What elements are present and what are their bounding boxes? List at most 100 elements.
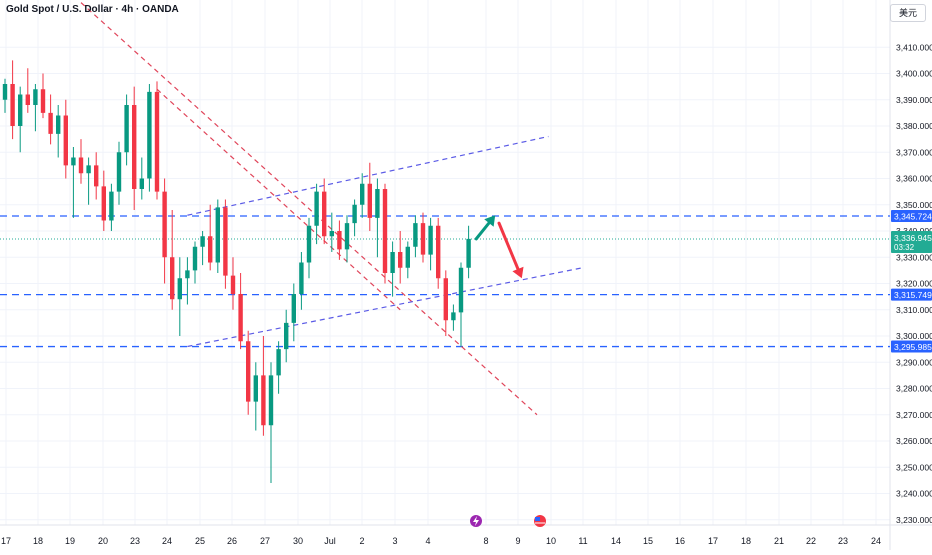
level-price-label: 3,315.749 (894, 290, 932, 300)
candle-body (124, 105, 129, 153)
y-tick-label: 3,380.000 (896, 121, 932, 131)
candle-body (78, 157, 84, 174)
candle-body (306, 225, 312, 263)
x-tick-label: 3 (392, 536, 397, 546)
candle-body (154, 91, 160, 192)
candle-body (360, 183, 365, 205)
candle-body (192, 246, 198, 271)
candle-body (223, 207, 228, 276)
y-tick-label: 3,270.000 (896, 410, 932, 420)
candle-body (329, 231, 334, 237)
countdown-label: 03:32 (894, 243, 915, 252)
candle-body (284, 322, 289, 350)
y-tick-label: 3,310.000 (896, 305, 932, 315)
candle-body (382, 189, 388, 273)
x-tick-label: 16 (675, 536, 685, 546)
candle-body (230, 275, 236, 294)
candle-body (56, 115, 61, 134)
candle-body (428, 225, 433, 255)
candle-body (390, 252, 395, 273)
level-price-label: 3,295.985 (894, 342, 932, 352)
x-tick-label: 4 (425, 536, 430, 546)
candle-body (185, 270, 190, 279)
x-tick-label: 24 (871, 536, 881, 546)
x-tick-label: Jul (324, 536, 336, 546)
x-tick-label: 14 (611, 536, 621, 546)
candle-body (322, 191, 327, 237)
candle-body (139, 178, 144, 189)
y-tick-label: 3,400.000 (896, 69, 932, 79)
arrow-shaft (474, 221, 491, 241)
y-tick-label: 3,300.000 (896, 331, 932, 341)
candle-body (420, 223, 426, 255)
candle-body (413, 223, 418, 247)
y-tick-label: 3,360.000 (896, 174, 932, 184)
x-tick-label: 27 (260, 536, 270, 546)
candle-body (238, 294, 243, 342)
y-tick-label: 3,240.000 (896, 489, 932, 499)
candle-body (63, 115, 68, 166)
level-price-tag (891, 288, 932, 301)
currency-button[interactable]: 美元 (890, 4, 926, 22)
candle-body (177, 278, 182, 300)
candle-body (405, 246, 410, 268)
candle-body (352, 204, 357, 224)
current-price-tag (891, 231, 932, 254)
y-tick-label: 3,290.000 (896, 357, 932, 367)
candle-body (344, 223, 350, 250)
level-price-tag (891, 209, 932, 222)
candle-body (109, 191, 114, 221)
candle-body (215, 207, 220, 263)
candle-body (86, 165, 91, 174)
arrow-up-head (484, 215, 496, 227)
candle-body (367, 183, 372, 218)
x-tick-label: 9 (515, 536, 520, 546)
candle-body (25, 94, 30, 105)
y-tick-label: 3,350.000 (896, 200, 932, 210)
candle-body (71, 157, 76, 166)
lightning-icon (473, 516, 479, 526)
candle-body (253, 375, 258, 402)
y-tick-label: 3,230.000 (896, 515, 932, 525)
y-tick-label: 3,370.000 (896, 147, 932, 157)
candle-body (246, 341, 251, 402)
candle-body (170, 257, 175, 300)
x-tick-label: 21 (774, 536, 784, 546)
candle-body (299, 262, 304, 294)
candle-body (40, 89, 46, 113)
symbol-title: Gold Spot / U.S. Dollar · 4h · OANDA (6, 4, 179, 15)
channel-line (187, 135, 549, 216)
candle-body (337, 231, 342, 250)
candle-body (466, 238, 471, 268)
level-price-tag (891, 340, 932, 353)
candle-body (10, 84, 15, 126)
candle-body (2, 84, 8, 100)
candle-body (94, 165, 99, 187)
y-tick-label: 3,320.000 (896, 279, 932, 289)
trendline (156, 88, 401, 311)
x-tick-label: 20 (98, 536, 108, 546)
x-tick-label: 11 (578, 536, 587, 546)
flag-canton (535, 517, 540, 521)
x-tick-label: 2 (359, 536, 364, 546)
x-tick-label: 15 (643, 536, 653, 546)
arrow-down-head (512, 266, 524, 279)
candle-body (162, 191, 167, 258)
x-tick-label: 26 (227, 536, 237, 546)
x-tick-label: 10 (546, 536, 556, 546)
y-tick-label: 3,280.000 (896, 384, 932, 394)
y-tick-label: 3,250.000 (896, 462, 932, 472)
x-tick-label: 25 (195, 536, 205, 546)
candle-body (268, 375, 274, 426)
current-price-label: 3,336.945 (894, 233, 932, 243)
x-tick-label: 30 (293, 536, 303, 546)
y-tick-label: 3,410.000 (896, 42, 932, 52)
arrow-shaft (497, 221, 520, 271)
candle-body (436, 225, 441, 279)
candle-body (375, 189, 380, 218)
candle-body (18, 94, 23, 126)
candle-body (291, 294, 296, 323)
candle-body (147, 91, 152, 179)
